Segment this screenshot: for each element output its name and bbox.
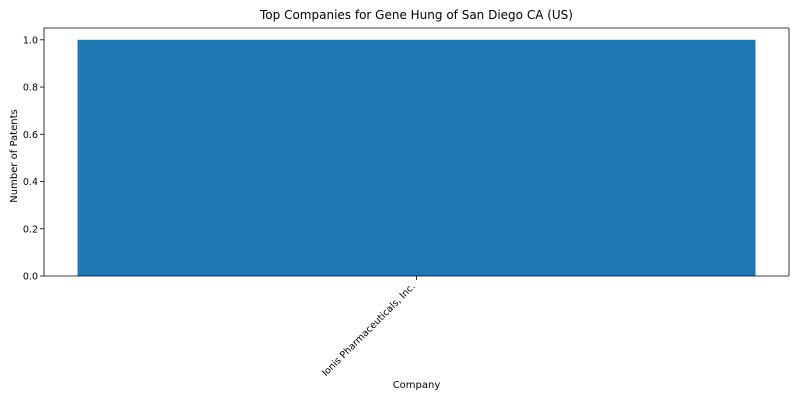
y-tick-label-3: 0.6 (23, 130, 38, 141)
x-tick-label-0: Ionis Pharmaceuticals, Inc. (320, 281, 417, 378)
plot-area: 0.0 0.2 0.4 0.6 0.8 1.0 Ionis Pharmaceuticals,… (23, 28, 789, 379)
y-tick-label-2: 0.4 (23, 177, 38, 188)
y-tick-label-5: 1.0 (23, 35, 38, 46)
x-axis-label: Company (393, 380, 441, 391)
y-tick-label-0: 0.0 (23, 272, 38, 283)
y-axis-label: Number of Patents (9, 109, 20, 202)
chart-title: Top Companies for Gene Hung of San Diego… (259, 8, 573, 22)
y-tick-label-1: 0.2 (23, 224, 38, 235)
bar-0 (78, 40, 756, 276)
y-tick-label-4: 0.8 (23, 83, 38, 94)
